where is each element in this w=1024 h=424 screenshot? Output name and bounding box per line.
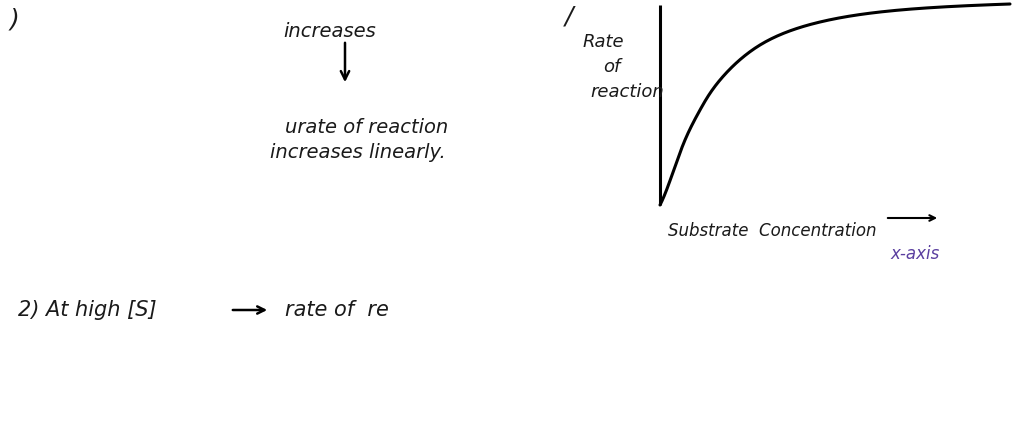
- Text: ): ): [10, 8, 19, 32]
- Text: urate of reaction: urate of reaction: [285, 118, 449, 137]
- Text: reaction: reaction: [590, 83, 664, 101]
- Text: Rate: Rate: [583, 33, 624, 51]
- Text: of: of: [603, 58, 621, 76]
- Text: increases: increases: [284, 22, 377, 41]
- Text: increases linearly.: increases linearly.: [270, 143, 445, 162]
- Text: 2) At high [S]: 2) At high [S]: [18, 300, 157, 320]
- Text: /: /: [565, 5, 573, 29]
- Text: rate of  re: rate of re: [285, 300, 389, 320]
- Text: Substrate  Concentration: Substrate Concentration: [668, 222, 877, 240]
- Text: x-axis: x-axis: [890, 245, 939, 263]
